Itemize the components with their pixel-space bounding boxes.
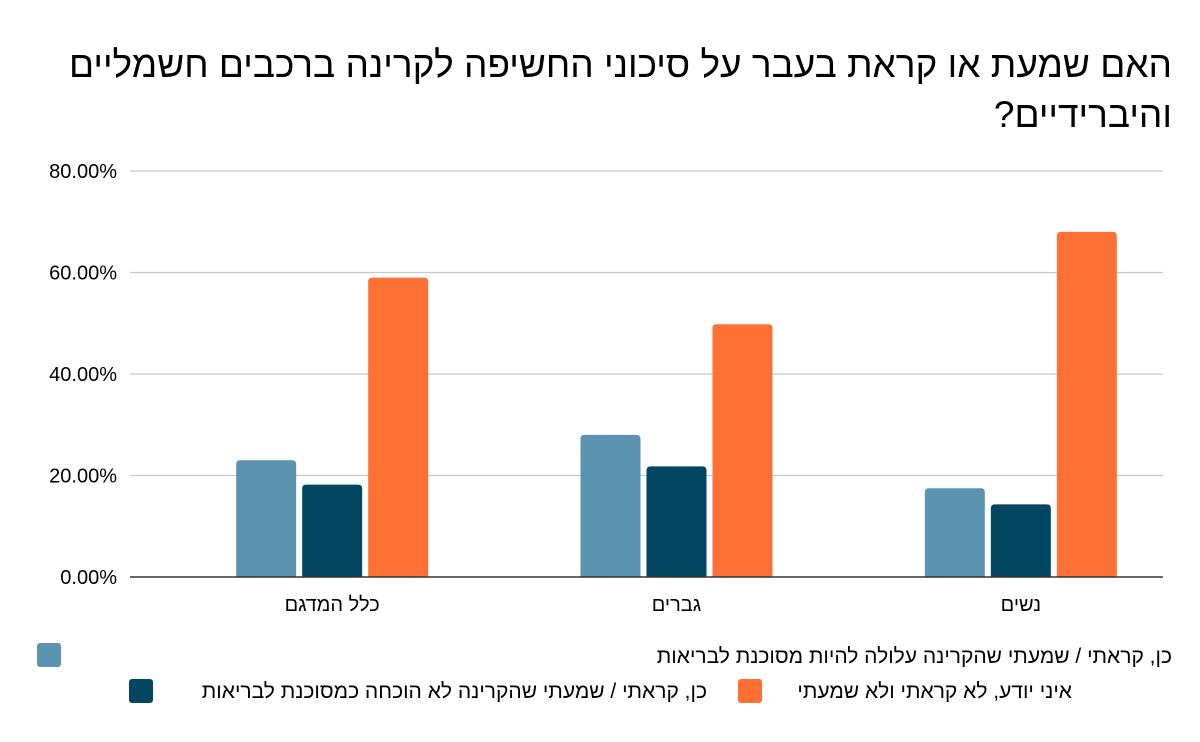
chart-title: האם שמעת או קראת בעבר על סיכוני החשיפה ל… xyxy=(68,44,1172,135)
y-tick-label: 20.00% xyxy=(49,466,117,488)
legend-swatch-health-risk xyxy=(37,643,61,667)
bar xyxy=(712,324,773,577)
bar xyxy=(924,488,985,577)
x-axis-category-labels: כלל המדגם גברים נשים xyxy=(285,594,1041,616)
x-category-label: כלל המדגם xyxy=(285,594,380,616)
y-tick-label: 80.00% xyxy=(49,161,117,183)
y-axis-tick-labels: 0.00% 20.00% 40.00% 60.00% 80.00% xyxy=(49,161,117,589)
bar xyxy=(580,434,641,577)
bars xyxy=(236,231,1117,577)
bar xyxy=(302,484,363,577)
bar xyxy=(1056,231,1117,577)
legend-label-health-risk: כן, קראתי / שמעתי שהקרינה עלולה להיות מס… xyxy=(656,645,1172,668)
legend-swatch-dont-know xyxy=(738,679,762,703)
bar xyxy=(236,460,297,577)
y-tick-label: 0.00% xyxy=(60,567,117,589)
bar xyxy=(990,504,1051,577)
y-tick-label: 60.00% xyxy=(49,263,117,285)
x-category-label: גברים xyxy=(652,594,701,616)
bar xyxy=(368,277,429,577)
legend-label-dont-know: איני יודע, לא קראתי ולא שמעתי xyxy=(797,680,1072,703)
legend-label-not-proven: כן, קראתי / שמעתי שהקרינה לא הוכחה כמסוכ… xyxy=(201,680,707,703)
gridlines xyxy=(130,170,1163,477)
legend-swatch-not-proven xyxy=(129,679,153,703)
bar xyxy=(646,466,707,577)
x-category-label: נשים xyxy=(1001,594,1041,616)
y-tick-label: 40.00% xyxy=(49,364,117,386)
